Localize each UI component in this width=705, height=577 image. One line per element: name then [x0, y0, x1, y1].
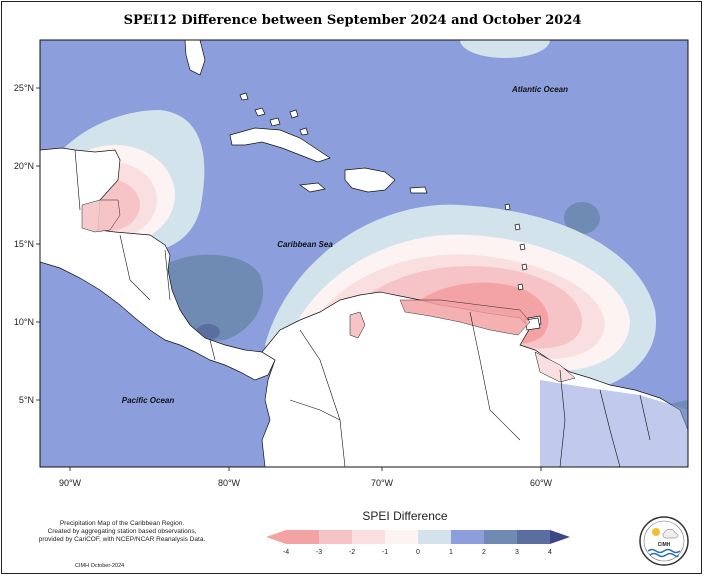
lat-tick-label: 5°N — [19, 395, 34, 405]
anomaly-venezuela-coast — [349, 311, 366, 339]
lon-tick-label: 80°W — [218, 478, 241, 488]
lat-tick-label: 20°N — [14, 161, 34, 171]
legend-tick: 1 — [449, 549, 453, 556]
colorbar-segment — [418, 530, 451, 544]
lat-tick-label: 25°N — [14, 83, 34, 93]
bahamas-islands — [239, 92, 309, 136]
legend-colorbar: -4 -3 -2 -1 0 1 2 3 4 — [266, 530, 570, 556]
anomaly-guyana-land — [534, 351, 576, 383]
puerto-rico-land — [409, 186, 428, 194]
latitude-axis: 25°N 20°N 15°N 10°N 5°N — [14, 83, 40, 405]
anomaly-light-top — [460, 40, 550, 58]
logo-text: CIMH — [658, 542, 671, 548]
wave-icon — [647, 548, 681, 554]
colorbar-arrow-left — [266, 530, 286, 544]
colorbar-segment — [286, 530, 319, 544]
cuba-land — [229, 127, 331, 163]
legend-tick: -3 — [316, 549, 322, 556]
map-title: SPEI12 Difference between September 2024… — [123, 13, 582, 28]
lesser-antilles — [504, 203, 542, 326]
cloud-icon — [662, 529, 679, 539]
map-description: Precipitation Map of the Caribbean Regio… — [22, 520, 222, 544]
cimh-logo: CIMH — [639, 516, 689, 566]
colorbar-segment — [451, 530, 484, 544]
colorbar-segment — [517, 530, 550, 544]
description-line: provided by CariCOF, with NCEP/NCAR Rean… — [38, 536, 206, 543]
anomaly-venezuela-land — [399, 299, 531, 336]
lat-tick-label: 10°N — [14, 317, 34, 327]
lon-tick-label: 60°W — [530, 478, 553, 488]
sun-icon — [652, 528, 660, 536]
lon-tick-label: 90°W — [59, 478, 82, 488]
legend-title: SPEI Difference — [362, 509, 448, 523]
legend-tick: 4 — [548, 549, 552, 556]
anomaly-belize-land — [81, 199, 121, 233]
colorbar-segment — [319, 530, 352, 544]
caribbean-sea-label: Caribbean Sea — [277, 240, 333, 249]
atlantic-ocean-label: Atlantic Ocean — [511, 85, 568, 94]
colorbar-arrow-right — [550, 530, 570, 544]
map-area — [40, 40, 688, 467]
colorbar-segment — [484, 530, 517, 544]
legend-tick: 2 — [482, 549, 486, 556]
colorbar-segment — [352, 530, 385, 544]
jamaica-land — [299, 182, 326, 193]
legend-tick: -1 — [382, 549, 388, 556]
anomaly-dark-east — [564, 202, 600, 234]
credit-text: CIMH October-2024 — [75, 563, 125, 569]
florida-land — [184, 40, 206, 76]
colorbar-segment — [385, 530, 418, 544]
legend-tick: -4 — [283, 549, 289, 556]
lon-tick-label: 70°W — [371, 478, 394, 488]
lat-tick-label: 15°N — [14, 239, 34, 249]
legend-tick: 3 — [515, 549, 519, 556]
longitude-axis: 90°W 80°W 70°W 60°W — [59, 467, 553, 488]
pacific-ocean-label: Pacific Ocean — [122, 396, 175, 405]
description-line: Created by aggregating station based obs… — [47, 528, 197, 535]
hispaniola-land — [344, 167, 396, 193]
map-border — [39, 39, 689, 468]
country-borders — [74, 149, 651, 467]
legend-tick: -2 — [349, 549, 355, 556]
anomaly-guianas-land — [540, 380, 688, 467]
description-line: Precipitation Map of the Caribbean Regio… — [59, 520, 185, 527]
legend-tick: 0 — [416, 549, 420, 556]
